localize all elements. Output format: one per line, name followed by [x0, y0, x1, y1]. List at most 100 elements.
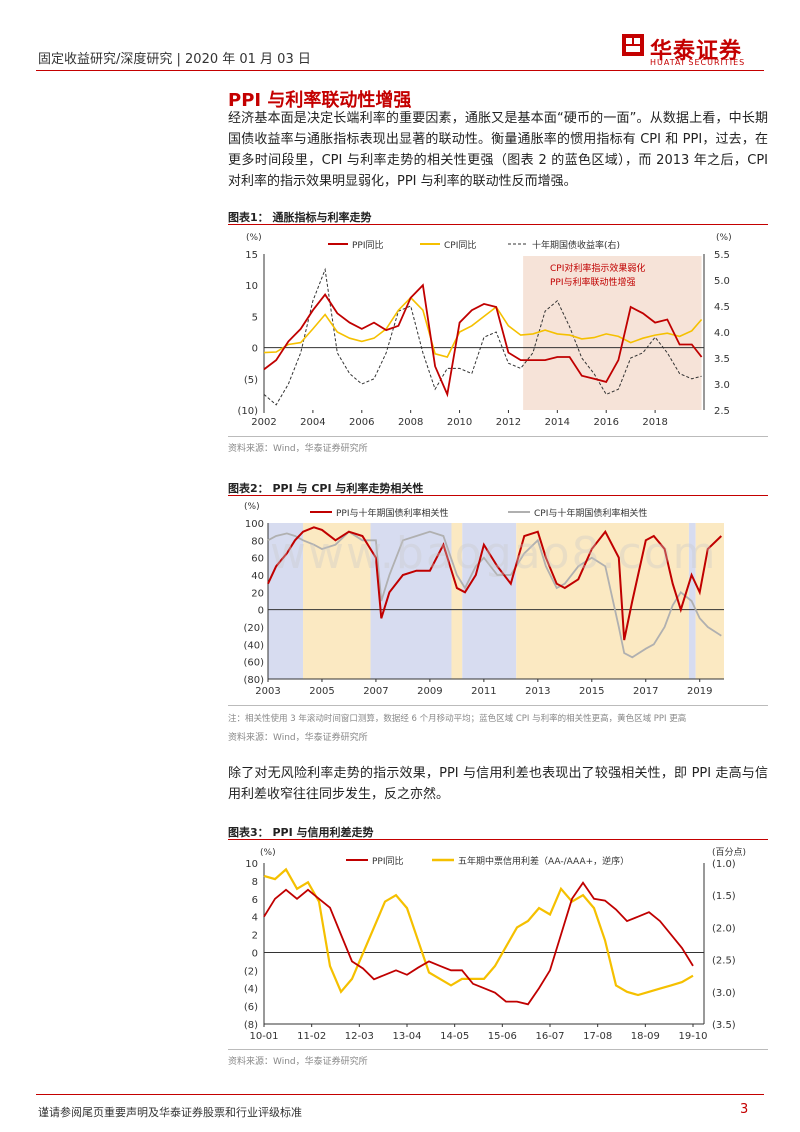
series-cpi-line	[263, 296, 703, 358]
y-tick-label: 6	[252, 895, 258, 906]
y-tick-label: (4)	[244, 984, 258, 995]
y2-tick-label: 5.5	[714, 250, 730, 261]
x-tick-label: 2007	[363, 686, 388, 697]
logo-subtext: HUATAI SECURITIES	[650, 58, 746, 67]
x-tick-label: 15-06	[488, 1031, 517, 1042]
left-unit-label: (%)	[244, 502, 260, 512]
series-ppi-line	[263, 881, 694, 1006]
y-tick-label: 0	[252, 344, 258, 355]
header-divider	[36, 70, 764, 71]
shaded-region-blue	[370, 523, 452, 679]
y-tick-label: 10	[245, 859, 258, 870]
y-tick-label: (6)	[244, 1002, 258, 1013]
y2-tick-label: 5.0	[714, 276, 730, 287]
x-tick-label: 11-02	[297, 1031, 326, 1042]
x-tick-label: 2011	[471, 686, 496, 697]
legend-label-ppi-corr: PPI与十年期国债利率相关性	[336, 507, 449, 519]
x-tick-label: 2003	[255, 686, 280, 697]
y-tick-label: 15	[245, 250, 258, 261]
y2-tick-label: 3.5	[714, 354, 730, 365]
figure1-title: 图表1： 通胀指标与利率走势	[228, 211, 372, 224]
x-tick-label: 2017	[633, 686, 658, 697]
breadcrumb: 固定收益研究/深度研究 | 2020 年 01 月 03 日	[38, 52, 311, 67]
x-tick-label: 2008	[398, 417, 423, 428]
annotation-text: CPI对利率指示效果弱化	[550, 262, 645, 274]
x-tick-label: 16-07	[535, 1031, 564, 1042]
figure3-chart: (%) (百分点) 10 8 6 4 2 0 (2) (4) (6) (8) (1.0) (1.5) (2.…	[244, 847, 746, 1042]
annotation-text: PPI与利率联动性增强	[550, 276, 636, 288]
x-tick-label: 2002	[251, 417, 276, 428]
x-tick-label: 2015	[579, 686, 604, 697]
figure2-chart: (%) 100 80 60 40 20 0 (20) (40) (60) (80)2003 2005 2…	[243, 502, 724, 697]
figure2-note: 注：相关性使用 3 年滚动时间窗口测算，数据经 6 个月移动平均；蓝色区域 CP…	[228, 714, 687, 724]
y-tick-label: (5)	[244, 375, 258, 386]
y-tick-label: (80)	[243, 675, 264, 686]
y-tick-label: 8	[252, 877, 258, 888]
logo-text: 华泰证券	[650, 39, 743, 64]
series-bond-line	[263, 267, 702, 406]
x-tick-label: 2019	[687, 686, 712, 697]
x-tick-label: 2018	[642, 417, 667, 428]
x-tick-label: 17-08	[583, 1031, 612, 1042]
shaded-region-blue	[268, 523, 304, 679]
series-ppi-corr-line	[267, 526, 722, 641]
x-tick-label: 10-01	[249, 1031, 278, 1042]
paragraph-credit: 除了对无风险利率走势的指示效果，PPI 与信用利差也表现出了较强相关性，即 PP…	[228, 766, 768, 802]
x-tick-label: 2013	[525, 686, 550, 697]
x-tick-label: 2012	[496, 417, 521, 428]
right-unit-label: (%)	[716, 233, 732, 243]
left-unit-label: (%)	[246, 233, 262, 243]
watermark: www.baogao8.com	[270, 528, 718, 579]
y-tick-label: 100	[245, 519, 264, 530]
y2-tick-label: 2.5	[714, 406, 730, 417]
figure2-title: 图表2： PPI 与 CPI 与利率走势相关性	[228, 482, 424, 495]
y2-tick-label: 3.0	[714, 380, 730, 391]
x-tick-label: 13-04	[392, 1031, 421, 1042]
y-tick-label: 0	[258, 606, 264, 617]
figure2-top-rule	[228, 495, 768, 496]
page-number: 3	[740, 1102, 749, 1117]
shaded-region-yellow	[695, 523, 724, 679]
y2-tick-label: 4.5	[714, 302, 730, 313]
y2-tick-label: (1.0)	[712, 859, 736, 870]
x-tick-label: 14-05	[440, 1031, 469, 1042]
y-tick-label: (20)	[243, 623, 264, 634]
figure1-chart: CPI对利率指示效果弱化 PPI与利率联动性增强 (%) (%) 15 10 5 0 (5) (1…	[237, 233, 732, 428]
x-tick-label: 12-03	[345, 1031, 374, 1042]
x-tick-label: 2004	[300, 417, 325, 428]
figure2-source: 资料来源：Wind，华泰证券研究所	[228, 733, 368, 743]
footer-disclaimer[interactable]: 谨请参阅尾页重要声明及华泰证券股票和行业评级标准	[38, 1106, 302, 1119]
section-title: PPI 与利率联动性增强	[228, 90, 412, 111]
x-tick-label: 2009	[417, 686, 442, 697]
figure3-bottom-rule	[228, 1049, 768, 1050]
figure3-source: 资料来源：Wind，华泰证券研究所	[228, 1057, 368, 1067]
y2-tick-label: (1.5)	[712, 891, 736, 902]
x-tick-label: 2006	[349, 417, 374, 428]
y-tick-label: 10	[245, 281, 258, 292]
shaded-region-yellow	[303, 523, 371, 679]
shaded-region-yellow	[516, 523, 689, 679]
right-unit-label: (百分点)	[712, 847, 746, 858]
y-tick-label: (40)	[243, 640, 264, 651]
legend-label-ppi: PPI同比	[352, 239, 384, 251]
y-tick-label: 2	[252, 931, 258, 942]
y2-tick-label: 4.0	[714, 328, 730, 339]
shaded-region-yellow	[451, 523, 463, 679]
y-tick-label: (8)	[244, 1020, 258, 1031]
legend-label-ppi: PPI同比	[372, 855, 404, 867]
huatai-logo-icon	[622, 34, 644, 56]
series-ppi-line	[263, 283, 703, 398]
y-tick-label: (10)	[237, 406, 258, 417]
figure2-bottom-rule	[228, 705, 768, 706]
y-tick-label: (2)	[244, 966, 258, 977]
x-tick-label: 18-09	[631, 1031, 660, 1042]
legend-label-credit-spread: 五年期中票信用利差（AA-/AAA+，逆序）	[458, 855, 629, 867]
y-tick-label: 40	[251, 571, 264, 582]
y-tick-label: 0	[252, 948, 258, 959]
y-tick-label: (60)	[243, 658, 264, 669]
y2-tick-label: (3.5)	[712, 1020, 736, 1031]
figure1-top-rule	[228, 224, 768, 225]
paragraph-intro: 经济基本面是决定长端利率的重要因素，通胀又是基本面“硬币的一面”。从数据上看，中…	[228, 111, 768, 189]
y-tick-label: 4	[252, 913, 258, 924]
x-tick-label: 19-10	[678, 1031, 707, 1042]
